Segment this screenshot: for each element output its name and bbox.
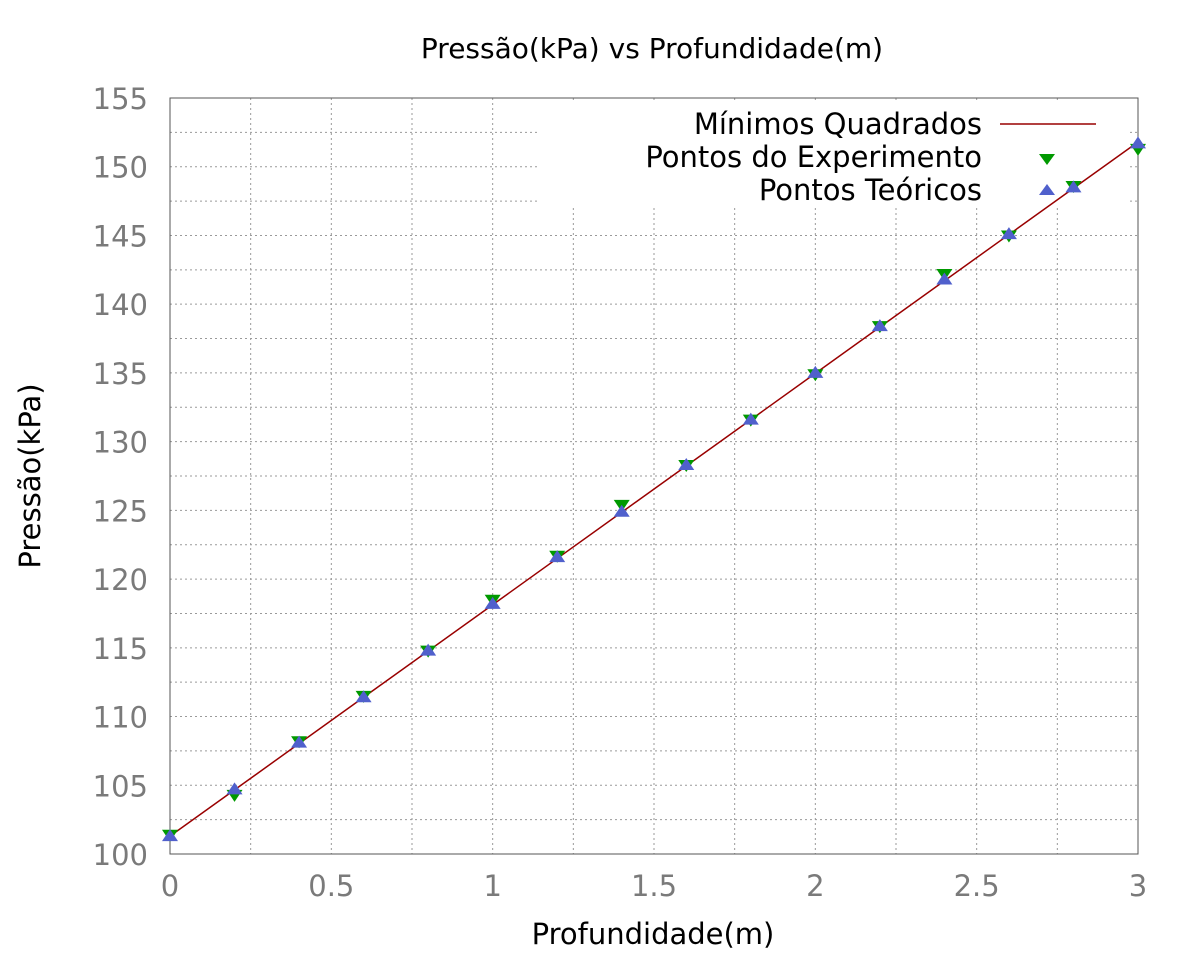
y-tick-label: 110 — [93, 701, 148, 735]
theoretical-point — [549, 550, 566, 563]
tick-labels: 0 0.5 1 1.5 2 2.5 3 100 105 110 115 120 125 130 135 140… — [93, 82, 1148, 903]
theoretical-point — [162, 829, 178, 842]
y-axis-label: Pressão(kPa) — [13, 383, 47, 568]
theoretical-point — [1065, 180, 1082, 193]
theoretical-point — [678, 458, 695, 471]
theoretical-point — [936, 272, 953, 285]
x-tick-label: 2.5 — [954, 869, 1000, 903]
x-axis-label: Profundidade(m) — [532, 917, 775, 951]
theoretical-point — [355, 690, 372, 703]
legend-swatch-experiment — [1039, 154, 1055, 165]
series — [162, 136, 1146, 842]
x-tick-label: 0 — [161, 869, 179, 903]
theoretical-point — [226, 782, 243, 795]
legend-swatch-theoretical — [1039, 184, 1055, 195]
legend-background — [540, 100, 1130, 205]
y-tick-label: 135 — [93, 357, 148, 391]
y-tick-label: 120 — [93, 563, 148, 597]
x-tick-label: 1.5 — [631, 869, 677, 903]
theoretical-point — [742, 412, 759, 425]
x-tick-label: 3 — [1129, 869, 1147, 903]
theoretical-point — [1000, 227, 1017, 240]
theoretical-point — [1130, 136, 1146, 149]
legend-label-experiment: Pontos do Experimento — [645, 140, 982, 174]
theoretical-point — [291, 735, 308, 748]
y-tick-label: 155 — [93, 82, 148, 116]
plot-frame — [169, 97, 1139, 855]
theoretical-point — [871, 319, 888, 332]
y-tick-label: 150 — [93, 151, 148, 185]
theoretical-point — [420, 643, 437, 656]
y-tick-label: 140 — [93, 288, 148, 322]
x-tick-label: 0.5 — [308, 869, 354, 903]
legend-label-theoretical: Pontos Teóricos — [759, 173, 982, 207]
x-tick-label: 1 — [483, 869, 501, 903]
fit-line — [169, 141, 1139, 837]
theoretical-point — [613, 504, 630, 517]
y-tick-label: 105 — [93, 769, 148, 803]
legend-label-least-squares: Mínimos Quadrados — [694, 107, 982, 141]
y-tick-label: 125 — [93, 494, 148, 528]
y-tick-label: 115 — [93, 632, 148, 666]
grid — [169, 97, 1139, 855]
y-tick-label: 145 — [93, 219, 148, 253]
legend: Mínimos Quadrados Pontos do Experimento … — [540, 100, 1130, 207]
theoretical-point — [807, 365, 824, 378]
theoretical-point — [484, 596, 501, 609]
chart-title: Pressão(kPa) vs Profundidade(m) — [421, 32, 883, 65]
y-tick-label: 100 — [93, 838, 148, 872]
y-tick-label: 130 — [93, 426, 148, 460]
x-tick-label: 2 — [806, 869, 824, 903]
